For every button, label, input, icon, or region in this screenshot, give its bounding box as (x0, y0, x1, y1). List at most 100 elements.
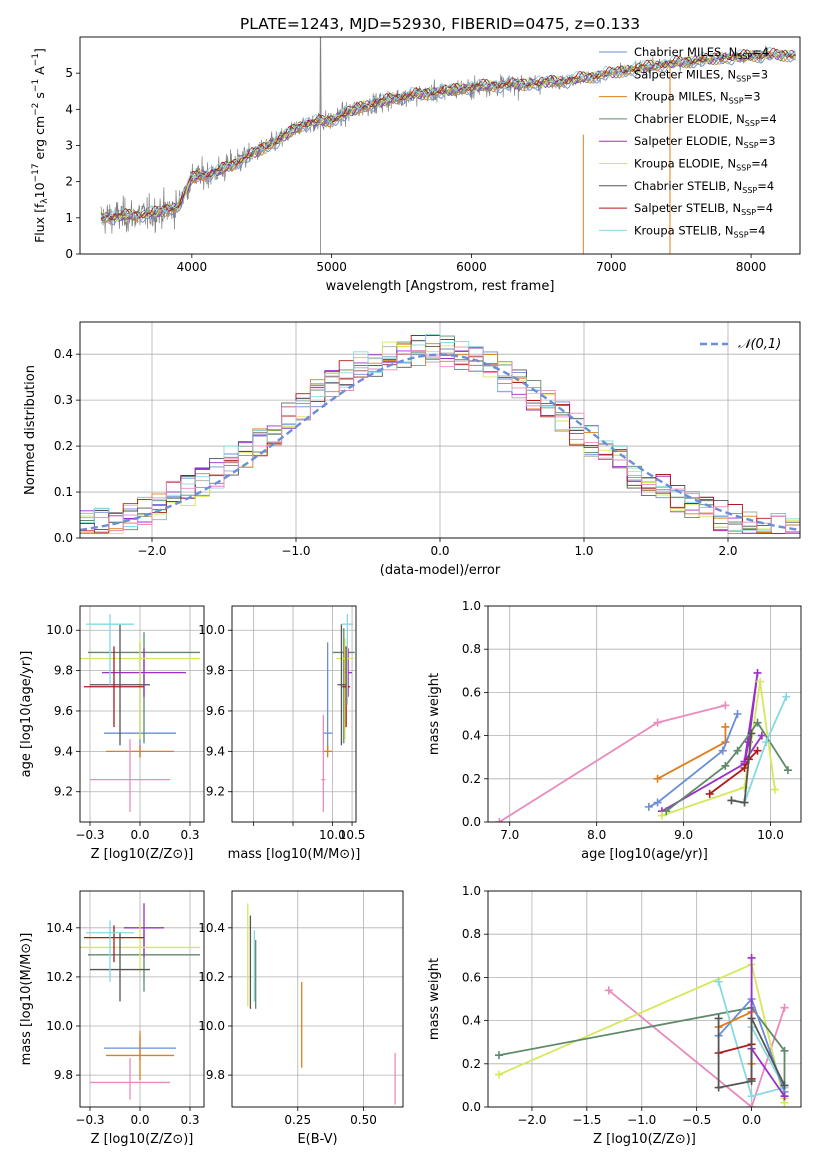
errorbar-area (80, 903, 200, 1100)
weight-line (661, 681, 776, 817)
legend-label: Chabrier STELIB, NSSP=4 (634, 179, 774, 195)
weight-line (717, 981, 786, 1098)
weight-marker (753, 718, 762, 727)
y-tick-label: 10.0 (46, 1019, 73, 1033)
weight-marker (783, 766, 792, 775)
axes-frame (231, 890, 404, 1108)
weight-marker (721, 761, 730, 770)
x-tick-label: 0.0 (742, 1113, 761, 1127)
weight-marker (747, 1103, 756, 1107)
y-tick-label: 1.0 (462, 599, 481, 613)
weight-marker (604, 986, 613, 995)
legend-label: Salpeter MILES, NSSP=3 (634, 67, 768, 83)
y-tick-label: 0.1 (54, 485, 73, 499)
x-tick-label: 0.50 (350, 1113, 377, 1127)
spectrum-plot-area (100, 37, 796, 254)
x-tick-label: −1.0 (627, 1113, 656, 1127)
axes-frame (79, 890, 205, 1108)
y-tick-label: 0.2 (54, 439, 73, 453)
weight-marker (780, 1003, 789, 1012)
axes-frame (79, 321, 801, 539)
legend-label: Kroupa STELIB, NSSP=4 (634, 223, 766, 239)
legend-label: Chabrier MILES, NSSP=4 (634, 45, 769, 61)
weight-marker (718, 746, 727, 755)
weight-marker (753, 668, 762, 677)
weight-marker (662, 807, 671, 816)
data-spectrum (100, 37, 796, 234)
y-axis-label: mass weight (427, 958, 442, 1040)
y-tick-label: 0.4 (54, 347, 73, 361)
y-tick-label: 10.0 (198, 623, 225, 637)
x-axis-label: Z [log10(Z/Z⊙)] (593, 1132, 696, 1147)
y-tick-label: 0.2 (462, 772, 481, 786)
x-tick-label: 6000 (456, 260, 487, 274)
axes-spectrum: 4000 5000 6000 7000 8000 0 1 2 3 4 5 wavelength [An… (31, 36, 801, 294)
y-tick-label: 0.0 (462, 815, 481, 829)
y-tick-label: 0.4 (462, 729, 481, 743)
y-tick-label: 0.0 (462, 1100, 481, 1114)
y-tick-label: 0 (65, 247, 73, 261)
axes-frame (79, 36, 801, 255)
errorbar-area (321, 614, 355, 812)
y-tick-label: 0.3 (54, 393, 73, 407)
x-axis-label: wavelength [Angstrom, rest frame] (326, 279, 555, 294)
weight-marker (733, 710, 742, 718)
weight-line (709, 750, 759, 795)
x-tick-label: −1.5 (572, 1113, 601, 1127)
y-tick-label: 5 (65, 66, 73, 80)
y-tick-label: 0.6 (462, 970, 481, 984)
y-axis-label: mass [log10(M/M⊙)] (19, 933, 34, 1066)
legend-label: Kroupa MILES, NSSP=3 (634, 90, 761, 106)
x-tick-label: 0.0 (130, 1113, 149, 1127)
model-kroupa-elodie (100, 49, 796, 222)
weight-marker (727, 796, 736, 805)
axes-weight_vs_age: 7.0 8.0 9.0 10.0 0.0 0.2 0.4 0.6 0.8 1.0 age [log1… (427, 599, 802, 862)
weight-marker (747, 1014, 756, 1023)
x-tick-label: 5000 (316, 260, 347, 274)
weight-line (661, 672, 763, 812)
x-tick-label: 7000 (596, 260, 627, 274)
weight-marker (747, 729, 756, 738)
histogram-area (80, 334, 800, 534)
legend: Chabrier MILES, NSSP=4 Salpeter MILES, NS… (599, 45, 777, 239)
y-tick-label: 9.8 (54, 664, 73, 678)
x-tick-label: 10.0 (319, 828, 346, 842)
y-tick-label: 10.0 (198, 1019, 225, 1033)
x-tick-label: −2.0 (137, 544, 166, 558)
axes-mass_vs_Z: −0.3 0.0 0.3 9.8 10.0 10.2 10.4 Z [log10(Z/Z⊙)]… (19, 890, 205, 1147)
histogram-chabrier-miles (80, 348, 800, 534)
weight-marker (747, 1077, 756, 1086)
x-axis-label: E(B-V) (297, 1132, 337, 1147)
y-tick-label: 9.4 (206, 744, 225, 758)
y-tick-label: 9.6 (206, 704, 225, 718)
x-tick-label: 0.25 (284, 1113, 311, 1127)
legend-label: Salpeter ELODIE, NSSP=3 (634, 134, 776, 150)
weight-lines (495, 668, 792, 822)
axes-frame (231, 605, 357, 823)
weight-marker (714, 1083, 723, 1092)
weight-marker (740, 798, 749, 807)
weight-line (731, 696, 788, 804)
y-tick-label: 9.8 (206, 1068, 225, 1082)
model-kroupa-stelib (100, 46, 796, 219)
errorbar-area (80, 614, 200, 812)
x-tick-label: 10.5 (339, 828, 366, 842)
weight-line (718, 1043, 753, 1079)
x-axis-label: (data-model)/error (380, 563, 501, 578)
x-tick-label: 9.0 (674, 828, 693, 842)
model-salpeter-elodie (100, 49, 796, 222)
x-tick-label: 1.0 (574, 544, 593, 558)
y-tick-label: 10.4 (198, 921, 225, 935)
y-tick-label: 10.2 (198, 970, 225, 984)
y-tick-label: 9.8 (54, 1068, 73, 1082)
x-axis-label: mass [log10(M/M⊙)] (228, 847, 361, 862)
axes-age_vs_Z: −0.3 0.0 0.3 9.2 9.4 9.6 9.8 10.0 Z [log10(Z/Z⊙)… (19, 605, 205, 862)
x-tick-label: 10.0 (757, 828, 784, 842)
weight-marker (644, 802, 653, 811)
y-tick-label: 10.0 (46, 623, 73, 637)
weight-line (657, 727, 727, 780)
weight-marker (705, 789, 714, 798)
y-tick-label: 1 (65, 211, 73, 225)
axes-residuals: −2.0 −1.0 0.0 1.0 2.0 0.0 0.1 0.2 0.3 0.4 (data-mo… (23, 321, 801, 578)
weight-marker (714, 1014, 723, 1023)
